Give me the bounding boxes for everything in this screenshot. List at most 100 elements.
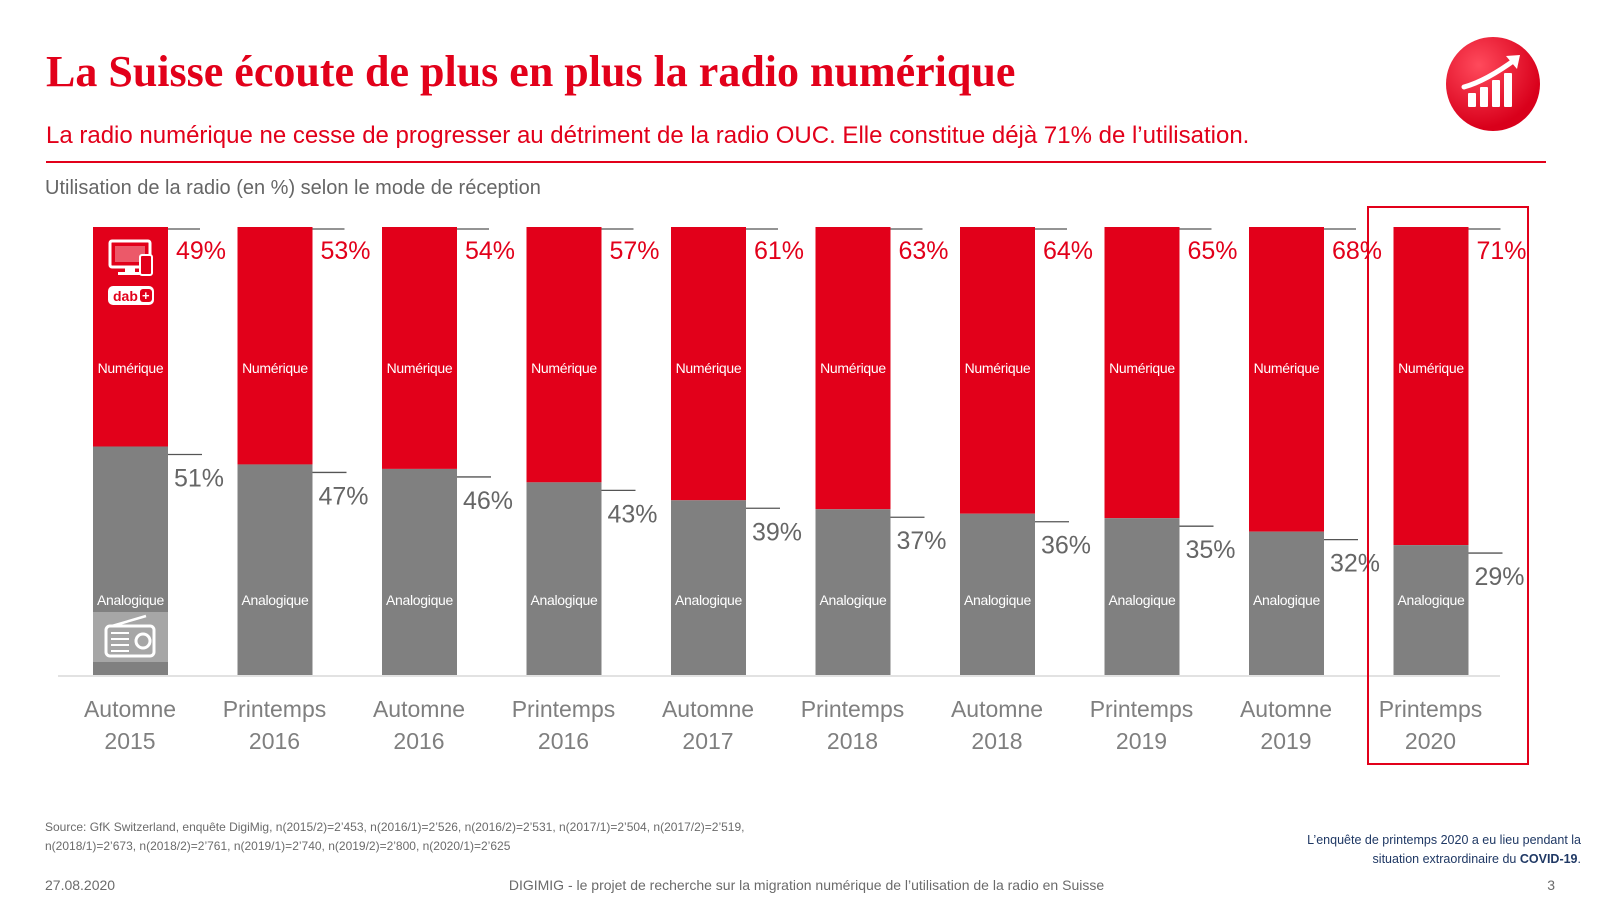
bar-digital: [671, 227, 746, 501]
growth-chart-icon: [1446, 37, 1540, 131]
category-label: Printemps: [1379, 696, 1483, 722]
category-label: Automne: [662, 696, 754, 722]
value-label-digital: 65%: [1188, 237, 1238, 265]
value-label-digital: 71%: [1477, 237, 1527, 265]
category-label: 2019: [1260, 728, 1311, 754]
bar-digital: [1249, 227, 1324, 532]
bar-analog: [671, 500, 746, 675]
bar-digital: [1104, 227, 1180, 519]
svg-text:dab: dab: [113, 288, 138, 304]
bar-analog: [960, 513, 1035, 675]
series-label-analog: Analogique: [1397, 592, 1465, 608]
series-label-digital: Numérique: [965, 360, 1031, 376]
bar-digital: [815, 227, 891, 510]
series-label-analog: Analogique: [819, 592, 887, 608]
series-label-analog: Analogique: [1108, 592, 1176, 608]
value-label-analog: 43%: [608, 500, 658, 528]
value-label-analog: 47%: [319, 482, 369, 510]
series-label-analog: Analogique: [241, 592, 309, 608]
page-subtitle: La radio numérique ne cesse de progresse…: [46, 122, 1250, 149]
series-label-digital: Numérique: [531, 360, 597, 376]
source-line: Source: GfK Switzerland, enquête DigiMig…: [45, 820, 745, 834]
bar-digital: [237, 227, 313, 465]
value-label-digital: 64%: [1043, 237, 1093, 265]
series-label-digital: Numérique: [1109, 360, 1175, 376]
category-label: 2017: [682, 728, 733, 754]
svg-text:+: +: [142, 288, 150, 303]
page-number: 3: [1547, 877, 1555, 893]
bar-analog: [1104, 518, 1180, 675]
series-label-analog: Analogique: [386, 592, 454, 608]
radio-icon: [93, 612, 168, 662]
bar-analog: [382, 468, 457, 675]
category-label: 2016: [393, 728, 444, 754]
category-label: 2016: [249, 728, 300, 754]
value-label-analog: 37%: [897, 527, 947, 555]
category-label: 2015: [104, 728, 155, 754]
value-label-analog: 46%: [463, 487, 513, 515]
bar-analog: [1249, 531, 1324, 675]
category-label: Automne: [84, 696, 176, 722]
bar-analog: [526, 482, 602, 675]
series-label-digital: Numérique: [387, 360, 453, 376]
value-label-digital: 57%: [610, 237, 660, 265]
value-label-digital: 49%: [176, 237, 226, 265]
value-label-analog: 39%: [752, 518, 802, 546]
category-label: Printemps: [223, 696, 327, 722]
category-label: 2016: [538, 728, 589, 754]
bar-digital: [960, 227, 1035, 514]
footer-date: 27.08.2020: [45, 877, 116, 893]
category-label: 2018: [971, 728, 1022, 754]
category-label: 2020: [1405, 728, 1456, 754]
category-label: Automne: [1240, 696, 1332, 722]
covid-label: COVID-19: [1519, 852, 1578, 866]
series-label-analog: Analogique: [675, 592, 743, 608]
category-label: Printemps: [512, 696, 616, 722]
category-label: 2018: [827, 728, 878, 754]
covid-note-line: situation extraordinaire du COVID-19.: [1372, 852, 1581, 866]
value-label-analog: 51%: [174, 465, 224, 493]
value-label-digital: 61%: [754, 237, 804, 265]
category-label: Automne: [951, 696, 1043, 722]
value-label-analog: 32%: [1330, 550, 1380, 578]
bar-digital: [382, 227, 457, 469]
series-label-analog: Analogique: [964, 592, 1032, 608]
value-label-analog: 36%: [1041, 532, 1091, 560]
value-label-digital: 54%: [465, 237, 515, 265]
value-label-digital: 63%: [899, 237, 949, 265]
series-label-analog: Analogique: [1253, 592, 1321, 608]
category-label: Printemps: [1090, 696, 1194, 722]
stacked-bar-chart: Numérique Analogique 49% 51% Automne 2015 Numé…: [58, 206, 1529, 765]
series-label-digital: Numérique: [1398, 360, 1464, 376]
series-label-digital: Numérique: [1254, 360, 1320, 376]
title-divider: [46, 161, 1546, 163]
bar-digital: [93, 227, 168, 447]
bar-analog: [815, 509, 891, 675]
dab-plus-device-icon: dab +: [108, 239, 154, 305]
value-label-digital: 68%: [1332, 237, 1382, 265]
series-label-digital: Numérique: [676, 360, 742, 376]
highlight-box: [1367, 206, 1529, 765]
series-label-analog: Analogique: [530, 592, 598, 608]
value-label-digital: 53%: [321, 237, 371, 265]
covid-note: L’enquête de printemps 2020 a eu lieu pe…: [1307, 831, 1581, 869]
source-note: Source: GfK Switzerland, enquête DigiMig…: [45, 818, 744, 856]
series-label-analog: Analogique: [97, 592, 165, 608]
source-line: n(2018/1)=2’673, n(2018/2)=2’761, n(2019…: [45, 839, 511, 853]
category-label: 2019: [1116, 728, 1167, 754]
chart-caption: Utilisation de la radio (en %) selon le …: [45, 177, 541, 199]
series-label-digital: Numérique: [820, 360, 886, 376]
page-title: La Suisse écoute de plus en plus la radi…: [46, 47, 1016, 96]
covid-note-line: L’enquête de printemps 2020 a eu lieu pe…: [1307, 833, 1581, 847]
value-label-analog: 29%: [1475, 563, 1525, 591]
series-label-digital: Numérique: [242, 360, 308, 376]
series-label-digital: Numérique: [98, 360, 164, 376]
bar-digital: [526, 227, 602, 483]
footer-project-text: DIGIMIG - le projet de recherche sur la …: [508, 877, 1105, 893]
value-label-analog: 35%: [1186, 536, 1236, 564]
category-label: Printemps: [801, 696, 905, 722]
category-label: Automne: [373, 696, 465, 722]
bar-analog: [237, 464, 313, 675]
bar-digital: [1393, 227, 1469, 546]
bar-analog: [1393, 545, 1469, 675]
